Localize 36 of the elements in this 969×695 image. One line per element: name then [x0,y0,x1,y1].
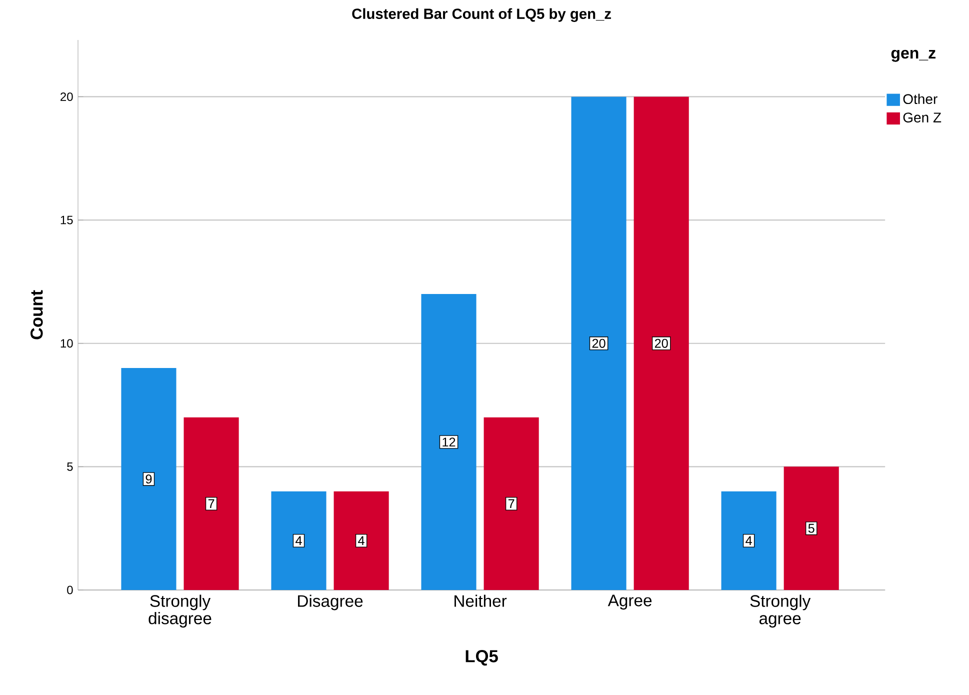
x-tick-label: Strongly disagree [148,594,212,628]
x-tick-label: Neither [454,594,507,607]
bar [484,417,539,590]
bar [334,491,389,590]
data-label: 4 [746,536,752,546]
data-label: 9 [146,474,152,484]
y-axis-title: Count [30,290,43,340]
data-label: 4 [296,536,302,546]
data-label: 20 [592,338,606,348]
data-label: 5 [808,524,814,533]
data-label: 20 [654,338,668,348]
y-tick-label: 5 [67,462,73,471]
y-tick-label: 10 [60,339,73,348]
bar [784,466,839,590]
x-tick-label: Agree [608,594,652,610]
chart-title: Clustered Bar Count of LQ5 by gen_z [352,8,611,22]
y-tick-label: 0 [67,586,73,594]
x-tick-label: Strongly agree [750,594,811,628]
data-label: 7 [508,499,514,508]
bar [271,491,326,590]
bar [634,96,689,590]
bar [571,96,626,590]
data-label: 4 [358,536,364,546]
legend-label: Other [903,94,938,104]
x-tick-label: Disagree [298,594,363,610]
legend-title: gen_z [891,50,936,62]
data-label: 12 [442,438,456,446]
bar [184,417,239,590]
x-axis-title: LQ5 [466,650,498,666]
bar [421,294,476,590]
y-tick-label: 15 [60,216,73,224]
y-tick-label: 20 [60,92,73,101]
bar [721,491,776,590]
data-label: 7 [208,499,214,508]
legend-label: Gen Z [903,112,942,122]
bar [121,368,176,590]
